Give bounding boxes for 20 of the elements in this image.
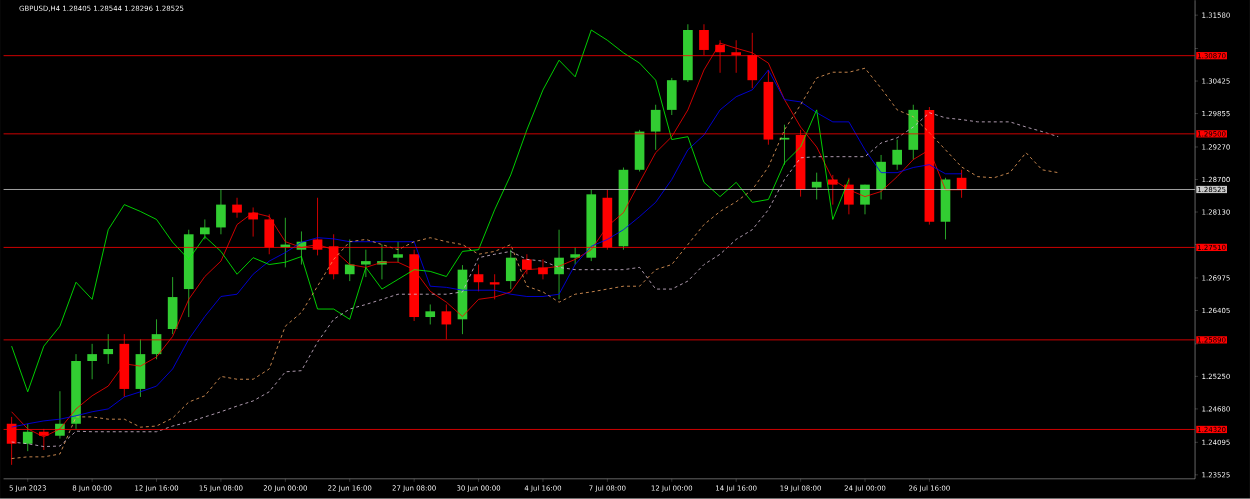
candlestick: [393, 241, 403, 263]
candlestick: [216, 189, 226, 235]
candlestick: [200, 219, 210, 240]
candlestick: [87, 343, 97, 380]
candlestick: [827, 174, 838, 206]
candlestick: [650, 104, 661, 151]
candlestick: [522, 253, 532, 275]
candlestick: [425, 304, 436, 325]
candlestick: [103, 333, 114, 365]
candlestick: [344, 239, 355, 282]
line-series: [11, 29, 850, 393]
candlestick: [892, 139, 903, 171]
candlestick: [505, 249, 516, 290]
candlestick: [232, 197, 242, 219]
candlestick: [811, 172, 822, 200]
candlestick: [361, 249, 371, 278]
candlestick: [22, 423, 33, 452]
candlestick: [489, 273, 500, 300]
candlestick: [779, 124, 790, 166]
candlestick: [473, 264, 484, 292]
